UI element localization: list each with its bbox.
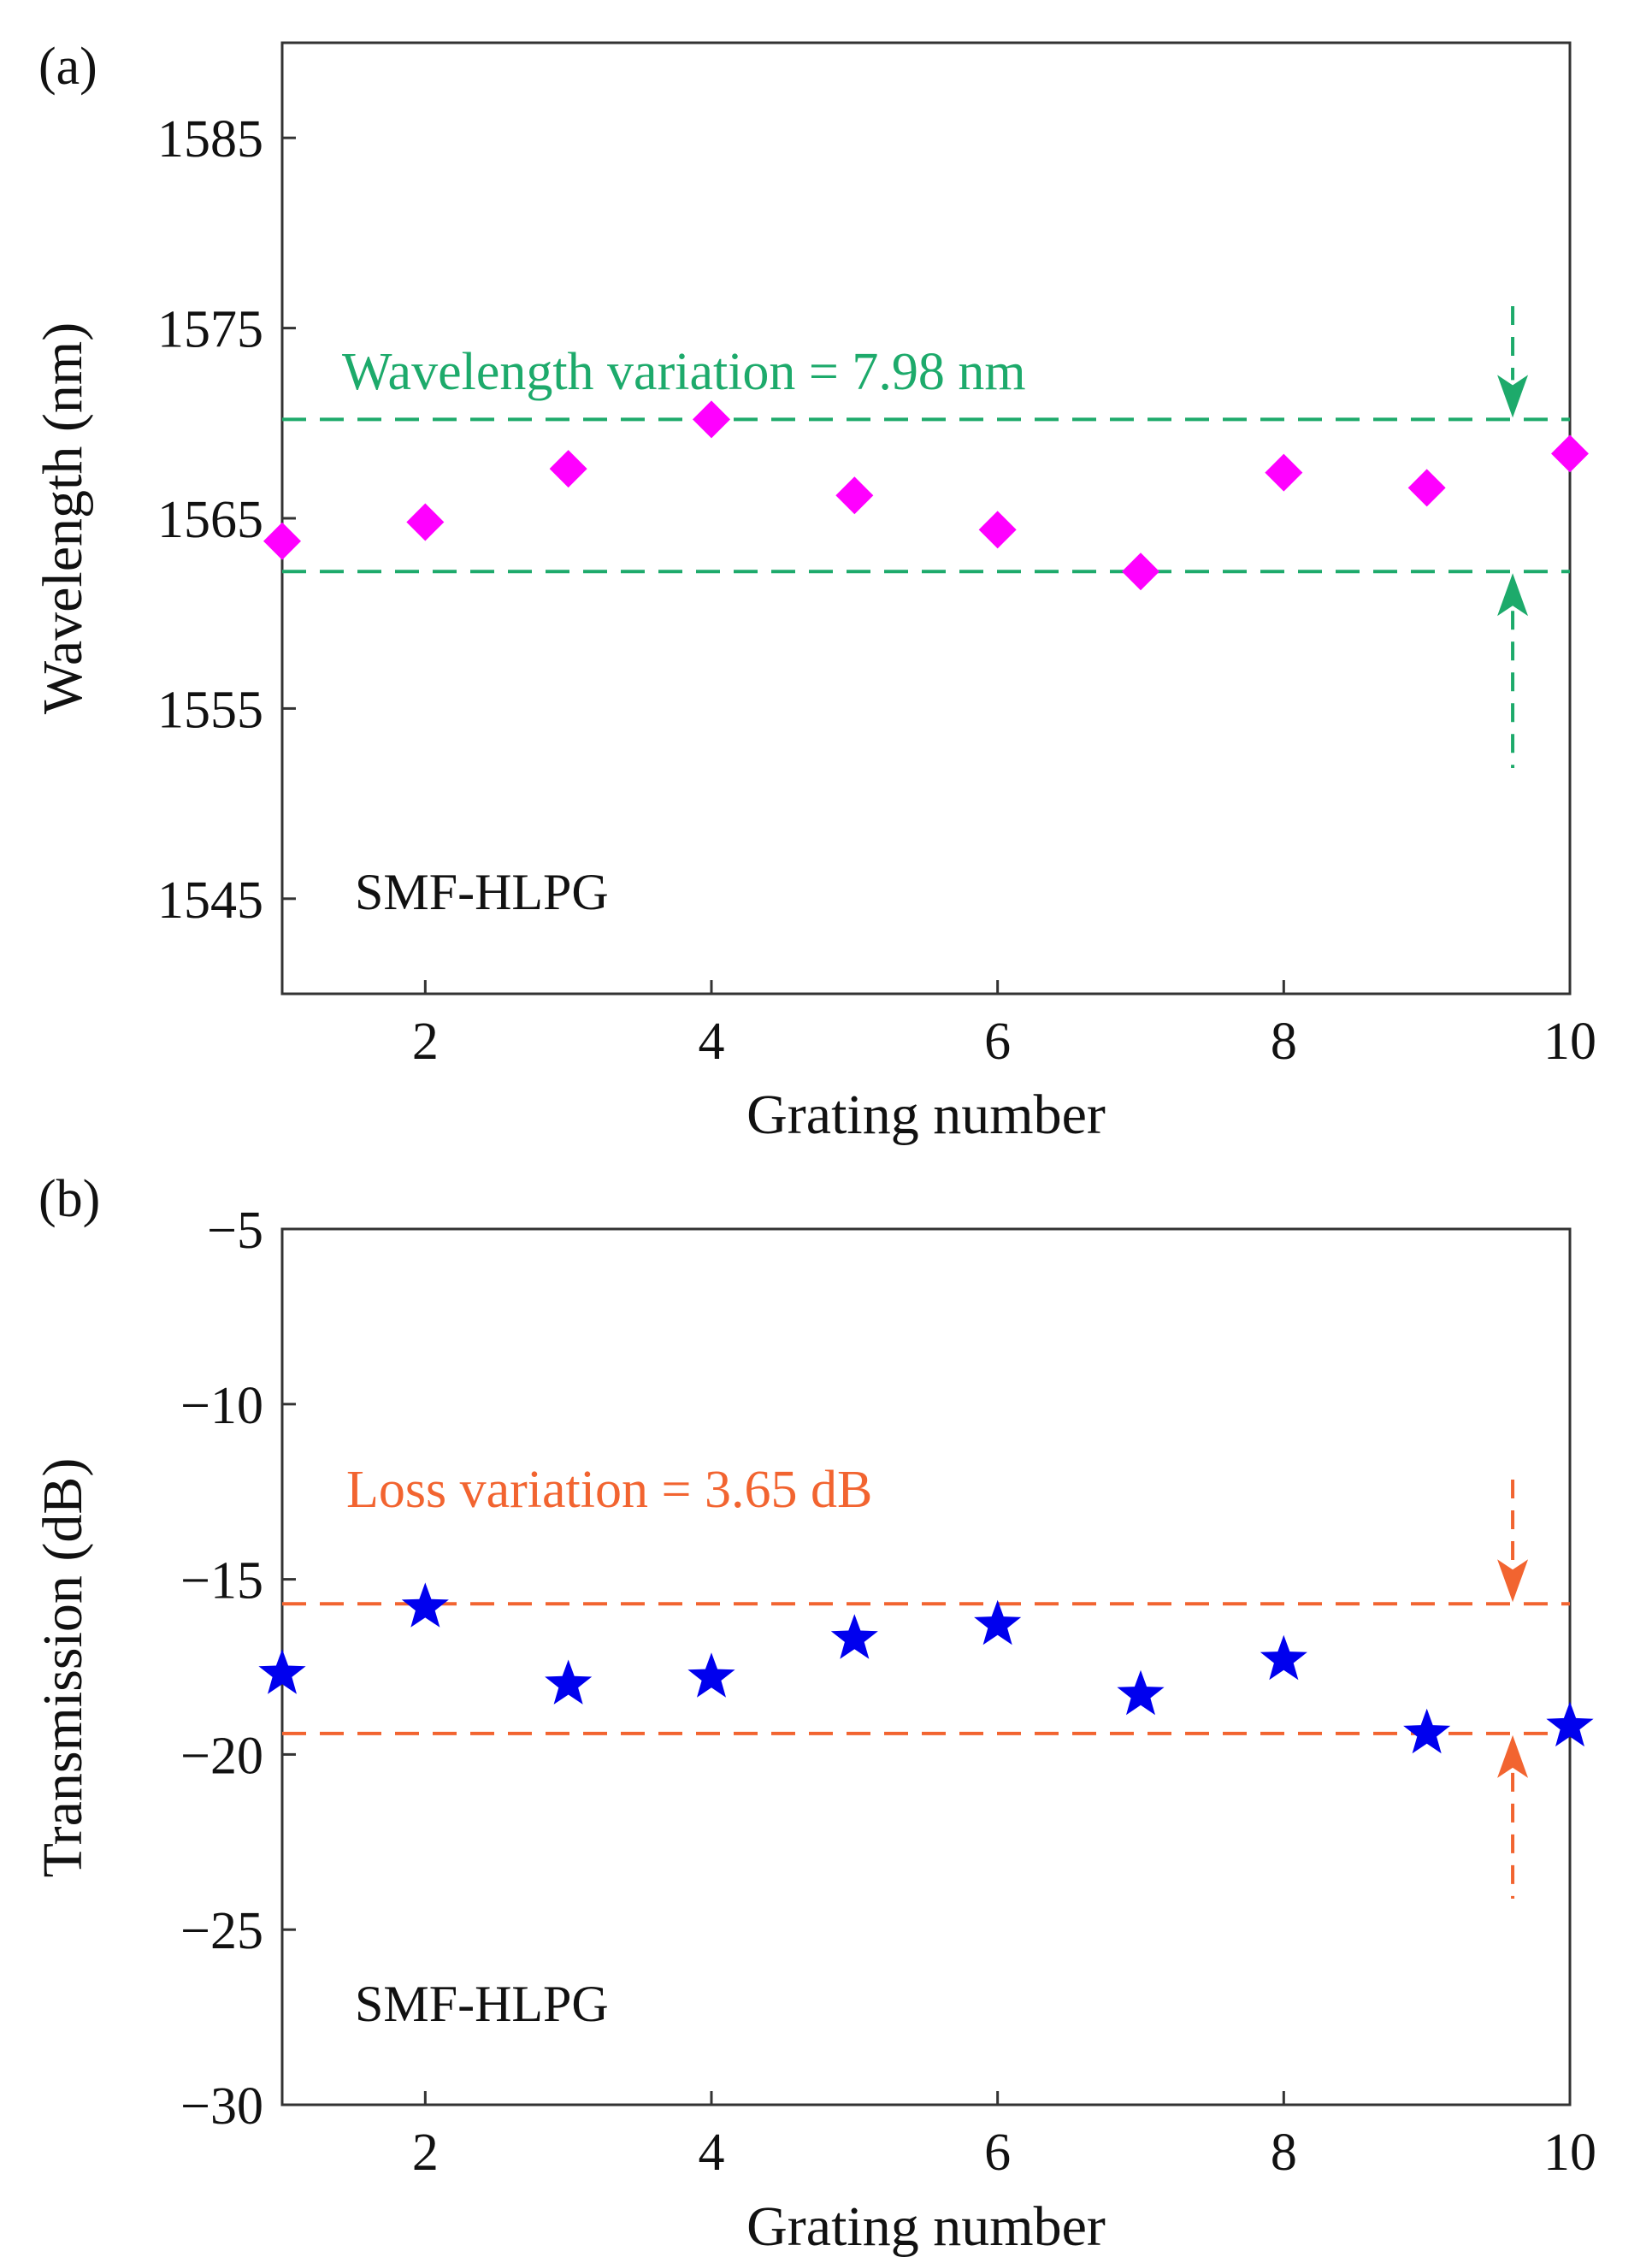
y-tick-label: 1565 [157, 491, 263, 549]
panel-a-annotation: Wavelength variation = 7.98 nm [342, 343, 1026, 401]
star-marker [401, 1582, 449, 1628]
x-tick-label: 2 [412, 1013, 439, 1071]
panel-b-down-arrow-head [1497, 1559, 1529, 1603]
panel-a-reference-lines [282, 417, 1570, 574]
panel-b-annotation: Loss variation = 3.65 dB [346, 1461, 872, 1519]
panel-a-plot-frame [280, 41, 1572, 996]
diamond-marker [1551, 434, 1589, 473]
panel-a-arrows [1497, 306, 1529, 768]
star-marker [1403, 1708, 1451, 1754]
star-marker [545, 1659, 593, 1705]
y-tick-label: −5 [207, 1202, 263, 1260]
x-tick-label: 6 [984, 2124, 1011, 2182]
diamond-marker [406, 503, 445, 541]
panel-b-points [258, 1582, 1594, 1754]
x-tick-label: 10 [1543, 1013, 1596, 1071]
x-tick-label: 10 [1543, 2124, 1596, 2182]
diamond-marker [693, 400, 730, 439]
panel-a-sample-label: SMF-HLPG [355, 864, 609, 920]
y-tick-label: −30 [180, 2077, 263, 2136]
panel-a-y-axis-label: Wavelength (nm) [32, 322, 94, 714]
panel-b-x-axis-label: Grating number [746, 2195, 1106, 2258]
panel-a-y-ticks: 1545 1555 1565 1575 1585 [157, 110, 296, 930]
diamond-marker [835, 476, 874, 515]
panel-b-x-ticks: 2 4 6 8 10 [412, 2091, 1596, 2182]
panel-a-points [263, 400, 1589, 591]
y-tick-label: −15 [180, 1552, 263, 1610]
panel-b-label: (b) [38, 1170, 100, 1228]
y-tick-label: −10 [180, 1377, 263, 1435]
y-tick-label: −25 [180, 1902, 263, 1960]
diamond-marker [1122, 552, 1159, 591]
star-marker [258, 1649, 306, 1694]
panel-a-down-arrow-head [1497, 375, 1529, 418]
star-marker [687, 1652, 735, 1698]
diamond-marker [1407, 469, 1446, 507]
diamond-marker [1265, 453, 1303, 492]
y-tick-label: 1575 [157, 301, 263, 359]
panel-b-up-arrow-head [1497, 1734, 1529, 1778]
star-marker [830, 1614, 878, 1659]
diamond-marker [263, 522, 301, 560]
panel-b-plot-frame [280, 1227, 1572, 2106]
x-tick-label: 2 [412, 2124, 439, 2182]
x-tick-label: 8 [1271, 2124, 1297, 2182]
y-tick-label: 1555 [157, 681, 263, 739]
panel-a-x-axis-label: Grating number [746, 1084, 1106, 1146]
star-marker [1546, 1701, 1594, 1747]
panel-a-up-arrow-head [1497, 573, 1529, 617]
diamond-marker [978, 511, 1017, 549]
panel-a-label: (a) [38, 38, 97, 96]
panel-b: (b) Loss variation = 3.65 dB SMF-HLPG −3… [32, 1170, 1596, 2258]
panel-a-x-ticks: 2 4 6 8 10 [412, 980, 1596, 1071]
star-marker [974, 1599, 1022, 1646]
panel-b-y-ticks: −30 −25 −20 −15 −10 −5 [180, 1202, 296, 2136]
star-marker [1117, 1669, 1165, 1716]
x-tick-label: 6 [984, 1013, 1011, 1071]
y-tick-label: 1545 [157, 872, 263, 930]
x-tick-label: 4 [699, 2124, 725, 2182]
diamond-marker [549, 450, 587, 488]
panel-b-y-axis-label: Transmission (dB) [32, 1458, 94, 1878]
y-tick-label: 1585 [157, 110, 263, 168]
panel-a: (a) Wavelength variation = 7.98 nm SMF-H… [32, 38, 1596, 1146]
panel-b-reference-lines [282, 1602, 1570, 1735]
panel-b-arrows [1497, 1480, 1529, 1899]
star-marker [1260, 1634, 1307, 1681]
x-tick-label: 8 [1271, 1013, 1297, 1071]
x-tick-label: 4 [699, 1013, 725, 1071]
panel-b-sample-label: SMF-HLPG [355, 1976, 609, 2032]
y-tick-label: −20 [180, 1727, 263, 1785]
